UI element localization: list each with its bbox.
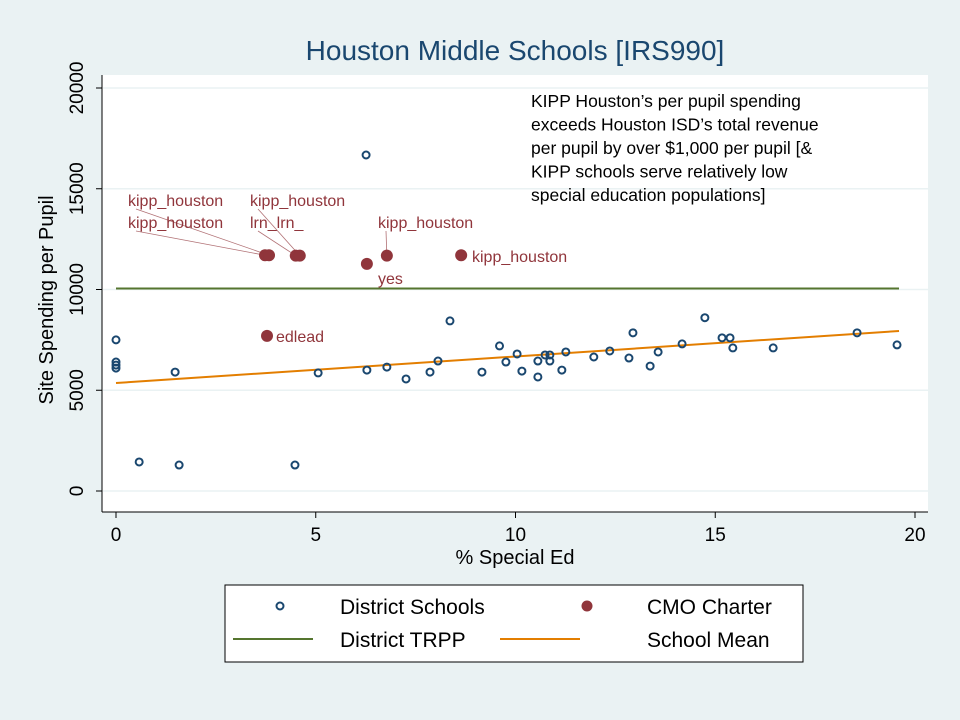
legend-district-marker [275,601,285,611]
cmo-point-label: kipp_houston [128,193,223,210]
district-school-point [170,367,180,377]
district-school-point [495,341,505,351]
district-school-point [892,340,902,350]
cmo-charter-point [261,329,274,342]
x-tick-label: 5 [310,525,321,546]
annotation-line: exceeds Houston ISD’s total revenue [531,115,819,135]
district-school-point [445,316,455,326]
district-school-point [700,313,710,323]
district-school-point [512,349,522,359]
cmo-charter-point [380,249,393,262]
legend-box [224,584,804,663]
y-tick-label: 0 [67,486,88,497]
legend: District Schools CMO Charter District TR… [224,584,804,663]
district-school-point [561,347,571,357]
district-school-point [540,350,550,360]
x-tick-label: 10 [505,525,526,546]
label-leader-line [257,230,296,256]
district-school-point [111,335,121,345]
district-school-point [728,343,738,353]
annotation-line: KIPP schools serve relatively low [531,162,788,182]
district-school-point [533,372,543,382]
district-school-point [725,333,735,343]
district-school-point [174,460,184,470]
label-leader-line [257,208,301,256]
y-tick-label: 5000 [67,369,88,411]
district-school-point [401,374,411,384]
legend-mean-label: School Mean [647,629,770,652]
legend-cmo-marker [581,600,593,612]
district-school-point [425,367,435,377]
district-school-point [501,357,511,367]
cmo-point-label: kipp_houston [250,193,345,210]
school-mean-line [115,330,900,384]
district-school-point [557,365,567,375]
district-school-point [533,356,543,366]
plot-area [102,75,928,512]
district-school-point [589,352,599,362]
district-school-point [653,347,663,357]
cmo-charter-point [263,249,276,262]
y-axis-label: Site Spending per Pupil [36,195,58,404]
cmo-charter-point [455,249,468,262]
label-leader-line [135,230,266,256]
annotation-line: special education populations] [531,185,765,205]
x-axis-label: % Special Ed [456,547,575,569]
district-school-point [545,356,555,366]
cmo-charter-point [360,257,373,270]
x-tick-label: 0 [111,525,122,546]
legend-district-label: District Schools [340,596,485,619]
district-school-point [768,343,778,353]
y-tick-label: 20000 [67,62,88,115]
district-school-point [624,353,634,363]
district-school-point [134,457,144,467]
district-school-point [362,365,372,375]
label-leader-line [135,208,270,256]
x-tick-label: 20 [904,525,925,546]
cmo-point-label: kipp_houston [128,215,223,232]
district-school-point [382,362,392,372]
legend-trpp-label: District TRPP [340,629,466,652]
legend-cmo-label: CMO Charter [647,596,772,619]
cmo-point-label: yes [378,271,403,288]
district-school-point [477,367,487,377]
district-school-point [111,360,121,370]
district-school-point [852,328,862,338]
cmo-point-label: lrn_lrn_ [250,215,304,232]
district-school-point [645,361,655,371]
district-school-point [628,328,638,338]
y-tick-label: 10000 [67,263,88,316]
district-school-point [111,363,121,373]
district-school-point [313,368,323,378]
annotation-line: per pupil by over $1,000 per pupil [& [531,138,812,158]
district-school-point [361,150,371,160]
district-school-point [605,346,615,356]
cmo-point-label: kipp_houston [378,215,473,232]
chart-title: Houston Middle Schools [IRS990] [306,35,725,66]
district-school-point [517,366,527,376]
cmo-point-label: kipp_houston [472,249,567,266]
cmo-point-label: edlead [276,329,324,346]
y-tick-label: 15000 [67,162,88,215]
x-tick-label: 15 [705,525,726,546]
annotation-line: KIPP Houston’s per pupil spending [531,91,801,111]
district-school-point [290,460,300,470]
cmo-charter-point [293,249,306,262]
district-school-point [677,339,687,349]
district-school-point [433,356,443,366]
